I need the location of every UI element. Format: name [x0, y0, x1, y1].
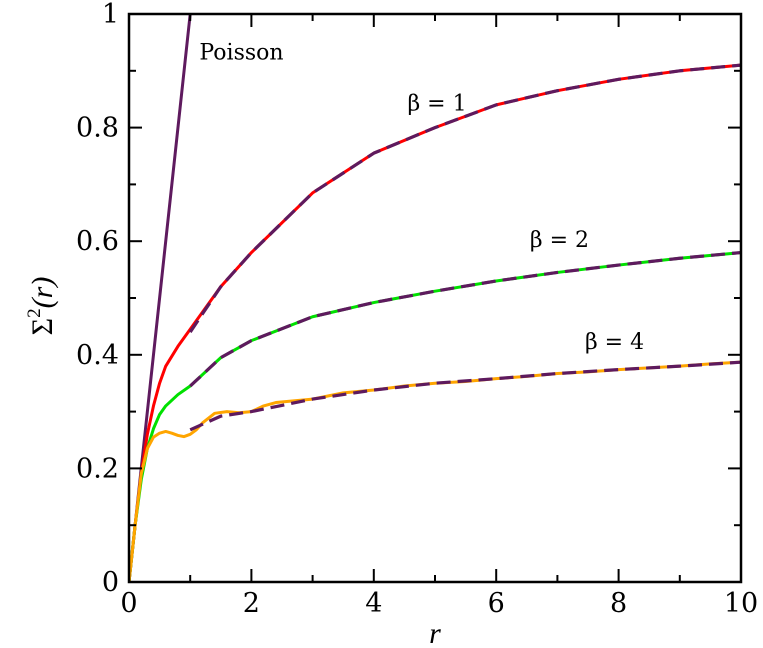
curve-annotation: β = 4 [585, 330, 644, 355]
tick-labels-layer: 0 2 4 6 8 10 0 0.2 0.4 0.6 0.8 1 [76, 0, 758, 619]
y-tick-label: 0.8 [76, 113, 119, 144]
dashed-fit-line-5 [189, 250, 741, 388]
curves-layer [129, 14, 741, 582]
x-tick-label: 10 [724, 588, 758, 619]
x-tick-label: 8 [610, 588, 627, 619]
x-axis-label: r [429, 617, 441, 648]
curve-annotation: β = 1 [407, 92, 466, 117]
y-tick-label: 1 [102, 0, 119, 30]
y-tick-label: 0.4 [76, 340, 119, 371]
curve-annotation: β = 2 [530, 228, 589, 253]
y-tick-label: 0.6 [76, 226, 119, 257]
x-tick-label: 2 [243, 588, 260, 619]
x-tick-label: 0 [120, 588, 137, 619]
y-tick-label: 0 [102, 567, 119, 598]
dashed-fit-line-4 [188, 63, 741, 333]
dashed-fit-line-6 [189, 360, 741, 432]
annotations-layer: Poisson β = 1 β = 2 β = 4 [199, 40, 644, 355]
y-tick-label: 0.2 [76, 453, 119, 484]
x-tick-label: 4 [365, 588, 382, 619]
y-axis-label: Σ2(r) [24, 277, 59, 336]
curve-annotation: Poisson [199, 40, 283, 65]
plot-frame [127, 12, 743, 584]
x-tick-label: 6 [488, 588, 505, 619]
